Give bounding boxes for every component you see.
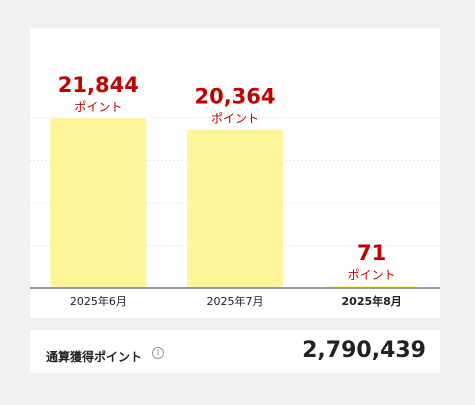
bar-1 (187, 129, 283, 288)
points-bar-chart: ポイント21,8442025年6月ポイント20,3642025年7月ポイント71… (30, 73, 440, 308)
info-icon[interactable]: i (152, 347, 164, 359)
x-tick-label-0: 2025年6月 (70, 294, 127, 308)
x-tick-label-2: 2025年8月 (342, 294, 402, 308)
bar-unit-label-1: ポイント (211, 112, 259, 126)
bar-unit-label-0: ポイント (74, 100, 122, 114)
points-card: ポイント 21,844 2025年6月 ポイント 20,364 2025年7月 ポイント 71… (30, 28, 440, 373)
bar-value-label-2: 71 (357, 241, 386, 265)
x-tick-label-1: 2025年7月 (207, 294, 264, 308)
bar-value-label-0: 21,844 (58, 73, 139, 97)
total-points-label: 通算獲得ポイント (46, 350, 143, 364)
bar-unit-label-2: ポイント (348, 268, 396, 282)
total-points-value: 2,790,439 (302, 338, 426, 363)
total-points-summary: 通算獲得ポイント i 2,790,439 (30, 318, 440, 373)
bar-0 (50, 118, 147, 288)
bar-value-label-1: 20,364 (194, 85, 275, 109)
